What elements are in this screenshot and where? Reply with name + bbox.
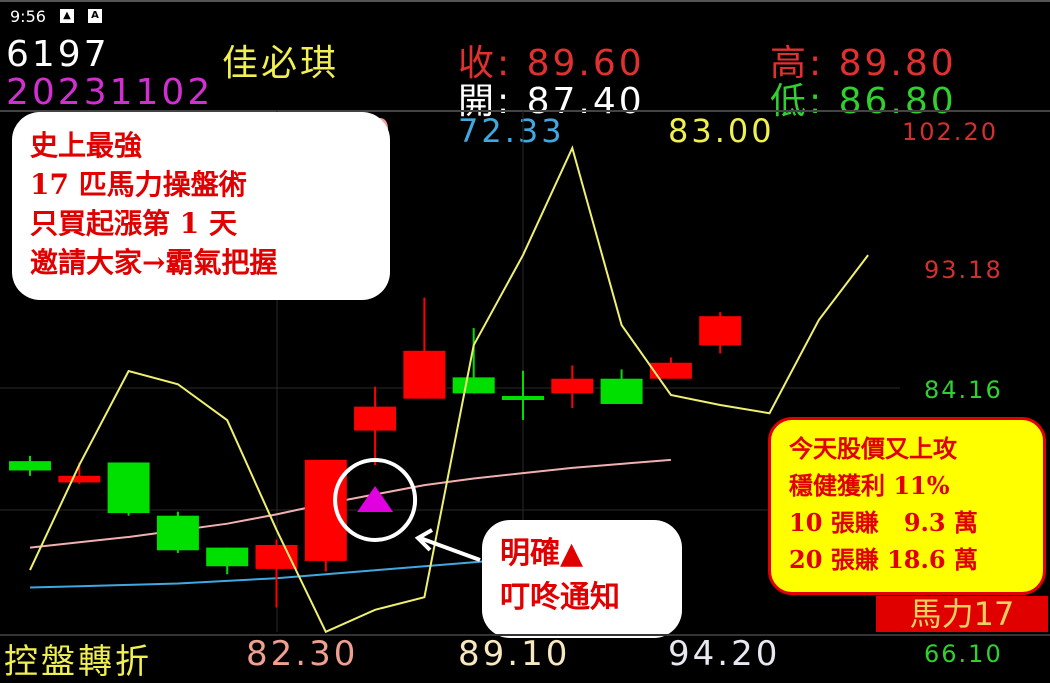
stock-name: 佳必琪 [222,43,340,84]
candlestick-chart [0,110,900,634]
close-price: 89.60 [526,43,645,84]
footer-value-2: 89.10 [458,634,571,674]
low-label: 低: [770,81,825,122]
callout-line: 穩健獲利 11% [789,471,950,500]
signal-circle [333,458,418,542]
candle-body [206,547,249,567]
ma-pink-line [29,458,671,549]
close-label: 收: [458,43,513,84]
candle-body [551,378,594,394]
date: 20231102 [6,72,214,113]
callout-promo: 史上最強 17 匹馬力操盤術 只買起漲第 1 天 邀請大家→霸氣把握 [12,112,390,300]
axis-label-3: 84.16 [924,376,1003,404]
candle-body [649,362,692,379]
clock: 9:56 [10,6,46,26]
candle-body [600,378,643,404]
horsepower-badge: 馬力17 [876,596,1048,632]
stock-code: 6197 [6,34,110,75]
callout-signal: 明確▲ 叮咚通知 [482,520,682,638]
axis-label-2: 93.18 [924,256,1003,284]
image-icon: ▲ [59,9,74,23]
candle-body [452,377,495,394]
callout-line: 10 張賺 9.3 萬 [789,508,978,537]
footer-label: 控盤轉折 [4,642,152,682]
candle-body [58,475,101,483]
candle-body [255,544,298,569]
callout-line: 史上最強 [30,129,143,162]
callout-profit: 今天股價又上攻 穩健獲利 11% 10 張賺 9.3 萬 20 張賺 18.6 … [768,417,1046,595]
open-price: 87.40 [526,81,645,122]
candle-body [502,396,544,400]
blue-value: 72.33 [458,112,565,150]
footer-value-1: 82.30 [246,634,359,674]
candle-body [107,462,150,514]
callout-line: 今天股價又上攻 [789,434,957,463]
status-bar: 9:56 ▲ A [0,0,1050,30]
callout-line: 叮咚通知 [500,580,620,615]
a-icon: A [87,9,102,23]
indicator-line [29,145,869,634]
axis-label-top: 102.20 [902,118,998,146]
callout-line: 明確▲ [500,536,584,571]
arrow-head-icon [414,528,433,552]
high-price: 89.80 [838,43,957,84]
axis-label-bottom: 66.10 [924,640,1003,668]
yellow-value: 83.00 [668,112,775,150]
candle-body [699,316,742,346]
open-label: 開: [458,81,513,122]
candle-body [354,406,397,431]
callout-line: 邀請大家→霸氣把握 [30,246,278,279]
callout-line: 20 張賺 18.6 萬 [789,545,978,574]
callout-line: 17 匹馬力操盤術 [30,168,247,201]
high-label: 高: [770,43,825,84]
signal-triangle-icon [357,486,394,512]
low-price: 86.80 [838,81,957,122]
candle-body [403,350,446,399]
candle-body [304,459,347,561]
footer-value-3: 94.20 [668,634,781,674]
candle-body [156,515,199,551]
pointer-arrow [419,536,481,562]
candle-body [9,461,51,471]
callout-line: 只買起漲第 1 天 [30,207,237,240]
